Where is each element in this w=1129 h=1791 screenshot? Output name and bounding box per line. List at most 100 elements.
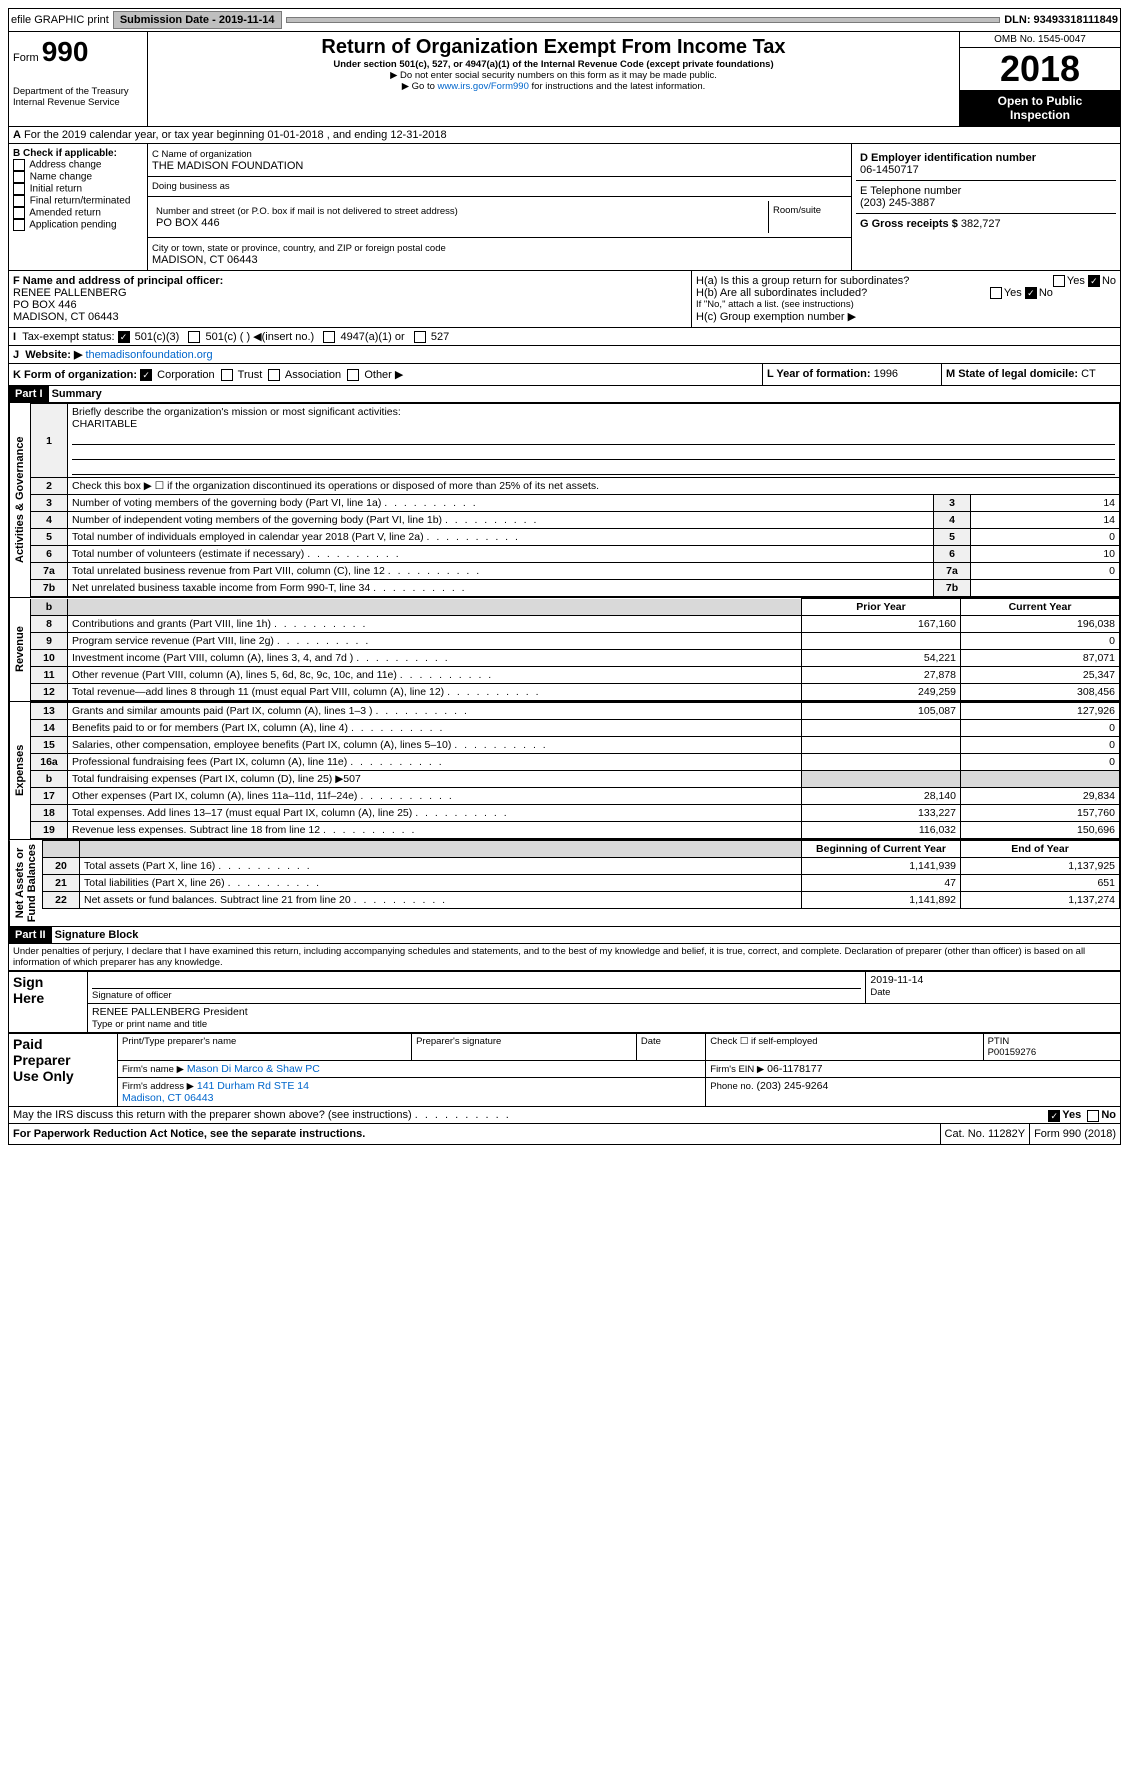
col-prior: Prior Year (802, 599, 961, 616)
corp-checkbox[interactable]: ✓ (140, 369, 152, 381)
vert-governance: Activities & Governance (9, 403, 30, 597)
k-label: K Form of organization: (13, 369, 137, 381)
firm-ein-label: Firm's EIN ▶ (710, 1064, 764, 1075)
e-label: E Telephone number (860, 185, 961, 197)
part2-title: Signature Block (55, 929, 139, 941)
discuss-row: May the IRS discuss this return with the… (8, 1107, 1121, 1124)
opt-trust: Trust (238, 369, 263, 381)
self-emp-label: Check ☐ if self-employed (706, 1034, 983, 1061)
4947-checkbox[interactable] (323, 331, 335, 343)
opt-assoc: Association (285, 369, 341, 381)
hc-label: H(c) Group exemption number ▶ (696, 310, 1116, 323)
hb-yes-checkbox[interactable] (990, 287, 1002, 299)
line-i: I Tax-exempt status: ✓ 501(c)(3) 501(c) … (8, 328, 1121, 346)
line-klm: K Form of organization: ✓ Corporation Tr… (8, 364, 1121, 386)
city-label: City or town, state or province, country… (152, 243, 446, 254)
b-checkbox[interactable] (13, 183, 25, 195)
l-val: 1996 (874, 368, 898, 380)
part2-badge: Part II (9, 927, 52, 943)
discuss-question: May the IRS discuss this return with the… (13, 1109, 412, 1121)
l-label: L Year of formation: (767, 368, 871, 380)
opt-4947: 4947(a)(1) or (340, 331, 404, 343)
hb-note: If "No," attach a list. (see instruction… (696, 299, 1116, 310)
trust-checkbox[interactable] (221, 369, 233, 381)
city: MADISON, CT 06443 (152, 254, 258, 266)
m-val: CT (1081, 368, 1096, 380)
hb-no-checkbox[interactable]: ✓ (1025, 287, 1037, 299)
form-title: Return of Organization Exempt From Incom… (152, 36, 955, 59)
part2-header: Part II Signature Block (8, 927, 1121, 944)
opt-501c3: 501(c)(3) (135, 331, 180, 343)
irs-link[interactable]: www.irs.gov/Form990 (438, 81, 529, 92)
sig-date-label: Date (870, 987, 890, 998)
firm-ein: 06-1178177 (767, 1063, 822, 1075)
b-checkbox[interactable] (13, 159, 25, 171)
netassets-block: Net Assets or Fund Balances Beginning of… (8, 840, 1121, 927)
officer-printed: RENEE PALLENBERG President (92, 1006, 248, 1018)
phone-value: (203) 245-3887 (860, 197, 935, 209)
b-checkbox[interactable] (13, 171, 25, 183)
open-public-badge: Open to Public Inspection (960, 90, 1120, 126)
b-checkbox[interactable] (13, 207, 25, 219)
governance-table: 1Briefly describe the organization's mis… (30, 403, 1120, 597)
prep-date-label: Date (636, 1034, 705, 1061)
discuss-no-checkbox[interactable] (1087, 1110, 1099, 1122)
sign-here-label: Sign Here (9, 972, 88, 1033)
discuss-yes-checkbox[interactable]: ✓ (1048, 1110, 1060, 1122)
perjury-text: Under penalties of perjury, I declare th… (8, 944, 1121, 971)
ha-label: H(a) Is this a group return for subordin… (696, 275, 909, 287)
efile-label: efile GRAPHIC print (11, 14, 109, 26)
addr-label: Number and street (or P.O. box if mail i… (156, 206, 458, 217)
l2-text: Check this box ▶ ☐ if the organization d… (68, 478, 1120, 495)
org-name: THE MADISON FOUNDATION (152, 160, 303, 172)
opt-other: Other ▶ (364, 369, 403, 381)
col-beginning: Beginning of Current Year (802, 841, 961, 858)
col-end: End of Year (961, 841, 1120, 858)
form-footer: Form 990 (2018) (1030, 1124, 1120, 1144)
expenses-table: 13Grants and similar amounts paid (Part … (30, 702, 1120, 839)
subtitle-2: ▶ Do not enter social security numbers o… (152, 70, 955, 81)
subtitle-3-post: for instructions and the latest informat… (532, 81, 706, 92)
i-label: Tax-exempt status: (22, 331, 114, 343)
m-label: M State of legal domicile: (946, 368, 1078, 380)
opt-527: 527 (431, 331, 449, 343)
yes-lbl2: Yes (1004, 287, 1022, 299)
form-label: Form (13, 52, 39, 64)
part1-badge: Part I (9, 386, 49, 402)
501c3-checkbox[interactable]: ✓ (118, 331, 130, 343)
other-checkbox[interactable] (347, 369, 359, 381)
submission-date-button[interactable]: Submission Date - 2019-11-14 (113, 11, 282, 29)
revenue-block: Revenue b Prior Year Current Year 8Contr… (8, 598, 1121, 702)
firm-phone: (203) 245-9264 (757, 1080, 829, 1092)
assoc-checkbox[interactable] (268, 369, 280, 381)
527-checkbox[interactable] (414, 331, 426, 343)
d-label: D Employer identification number (860, 152, 1036, 164)
sig-date: 2019-11-14 (870, 974, 923, 986)
firm-name-link[interactable]: Mason Di Marco & Shaw PC (187, 1063, 320, 1075)
dba-label: Doing business as (148, 177, 851, 197)
vert-expenses: Expenses (9, 702, 30, 839)
dln: DLN: 93493318111849 (1004, 14, 1118, 26)
paid-preparer-label: Paid Preparer Use Only (9, 1034, 118, 1107)
c-label: C Name of organization (152, 149, 252, 160)
footer-row: For Paperwork Reduction Act Notice, see … (8, 1124, 1121, 1145)
governance-block: Activities & Governance 1Briefly describ… (8, 403, 1121, 598)
l1-value: CHARITABLE (72, 418, 137, 430)
officer-addr: PO BOX 446 MADISON, CT 06443 (13, 299, 119, 323)
ha-no-checkbox[interactable]: ✓ (1088, 275, 1100, 287)
j-label: Website: ▶ (25, 349, 82, 361)
ptin-label: PTIN (988, 1036, 1010, 1047)
l1-label: Briefly describe the organization's miss… (72, 406, 401, 418)
netassets-table: Beginning of Current Year End of Year 20… (42, 840, 1120, 909)
b-checkbox[interactable] (13, 195, 25, 207)
section-f-h: F Name and address of principal officer:… (8, 271, 1121, 328)
ha-yes-checkbox[interactable] (1053, 275, 1065, 287)
pra-notice: For Paperwork Reduction Act Notice, see … (9, 1124, 941, 1144)
website-link[interactable]: themadisonfoundation.org (85, 349, 212, 361)
ein-value: 06-1450717 (860, 164, 919, 176)
prep-name-label: Print/Type preparer's name (118, 1034, 412, 1061)
form-header: Form 990 Department of the Treasury Inte… (8, 32, 1121, 127)
501c-checkbox[interactable] (188, 331, 200, 343)
b-checkbox[interactable] (13, 219, 25, 231)
firm-addr-label: Firm's address ▶ (122, 1081, 194, 1092)
